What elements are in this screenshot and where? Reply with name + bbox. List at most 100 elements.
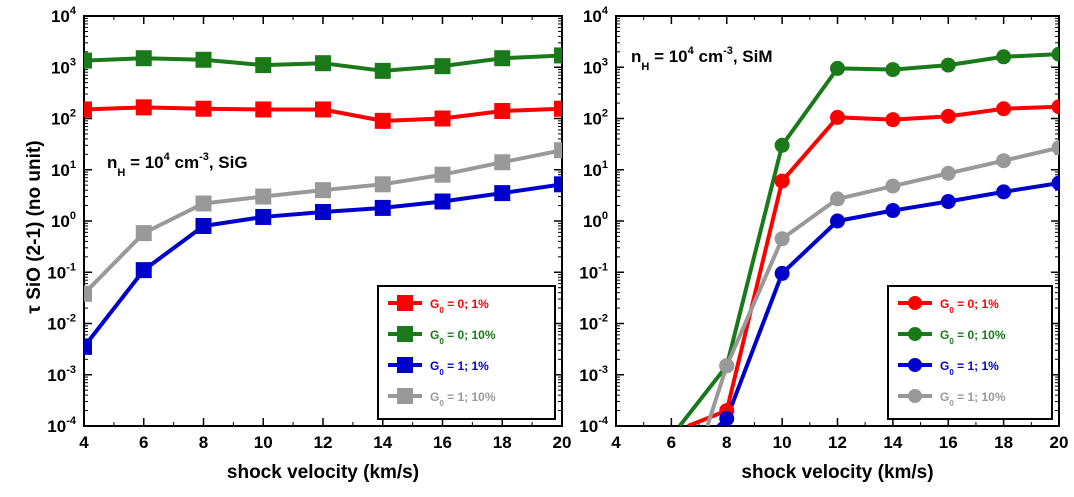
- y-tick-label: 10-3: [47, 364, 76, 385]
- data-point: [315, 55, 331, 72]
- x-tick-label: 6: [139, 433, 148, 452]
- data-point: [719, 411, 735, 426]
- y-axis-title: τ SiO (2-1) (no unit): [24, 140, 45, 313]
- legend-label: G0 = 0; 10%: [430, 328, 496, 346]
- data-point: [885, 203, 901, 219]
- x-tick-label: 14: [883, 433, 902, 452]
- x-axis-title: shock velocity (km/s): [227, 462, 419, 483]
- data-point: [195, 217, 212, 234]
- x-tick-label: 12: [828, 433, 847, 452]
- data-point: [315, 101, 331, 118]
- data-point: [135, 50, 152, 67]
- x-tick-label: 20: [553, 433, 572, 452]
- y-tick-label: 102: [51, 108, 76, 129]
- data-point: [830, 60, 845, 76]
- data-point: [135, 225, 152, 242]
- x-tick-label: 18: [994, 433, 1013, 452]
- data-point: [774, 173, 790, 189]
- data-point: [195, 100, 212, 117]
- x-axis-title: shock velocity (km/s): [741, 462, 933, 483]
- y-tick-label: 102: [583, 108, 608, 129]
- data-point: [374, 199, 391, 216]
- data-point: [255, 101, 272, 118]
- legend-label: G0 = 1; 10%: [940, 390, 1006, 408]
- data-point: [1051, 140, 1059, 156]
- legend-swatch-marker: [908, 327, 922, 341]
- data-point: [940, 194, 956, 210]
- data-point: [774, 137, 790, 153]
- data-point: [374, 112, 391, 129]
- legend: G0 = 0; 1% G0 = 0; 10% G0 = 1; 1% G0 = 1; 1…: [887, 285, 1053, 420]
- data-point: [434, 166, 451, 183]
- y-tick-label: 103: [583, 56, 608, 77]
- legend-label: G0 = 0; 1%: [940, 297, 999, 315]
- data-point: [885, 178, 901, 194]
- data-point: [996, 101, 1012, 117]
- data-layer: [678, 46, 1059, 426]
- data-point: [84, 285, 92, 302]
- y-tick-label: 10-1: [47, 261, 76, 282]
- x-tick-label: 10: [773, 433, 792, 452]
- data-point: [774, 231, 790, 247]
- data-point: [315, 182, 331, 199]
- y-tick-label: 100: [51, 210, 76, 231]
- density-annotation: nH = 104 cm-3, SiM: [631, 45, 773, 73]
- density-annotation: nH = 104 cm-3, SiG: [107, 151, 248, 179]
- series-line: [717, 181, 1059, 426]
- legend-swatch-marker: [908, 296, 922, 310]
- data-point: [719, 358, 735, 374]
- data-point: [434, 58, 451, 75]
- x-tick-label: 4: [611, 433, 621, 452]
- data-point: [830, 109, 845, 125]
- data-point: [996, 49, 1012, 65]
- series-line: [678, 52, 1059, 426]
- series-line: [705, 145, 1059, 426]
- y-tick-label: 104: [583, 5, 609, 26]
- data-point: [830, 213, 845, 229]
- data-point: [554, 142, 562, 159]
- legend-label: G0 = 1; 10%: [430, 390, 496, 408]
- data-point: [774, 265, 790, 281]
- data-point: [554, 100, 562, 117]
- data-point: [255, 188, 272, 205]
- data-point: [1051, 46, 1059, 62]
- legend: G0 = 0; 1% G0 = 0; 10% G0 = 1; 1% G0 = 1; 1…: [377, 285, 556, 420]
- legend-label: G0 = 1; 1%: [940, 359, 999, 377]
- data-point: [494, 50, 511, 67]
- data-point: [554, 176, 562, 193]
- series-line: [687, 104, 1059, 426]
- x-tick-label: 16: [433, 433, 452, 452]
- data-point: [195, 195, 212, 212]
- data-point: [255, 208, 272, 225]
- x-tick-label: 16: [939, 433, 958, 452]
- legend-swatch-marker: [397, 388, 413, 404]
- data-point: [494, 154, 511, 171]
- data-point: [494, 103, 511, 120]
- legend-label: G0 = 0; 1%: [430, 297, 489, 315]
- data-point: [1051, 99, 1059, 115]
- y-tick-label: 10-3: [579, 364, 608, 385]
- data-point: [885, 62, 901, 78]
- y-tick-label: 103: [51, 56, 76, 77]
- data-point: [434, 193, 451, 210]
- data-point: [996, 153, 1012, 169]
- data-point: [135, 262, 152, 279]
- data-point: [996, 184, 1012, 200]
- x-tick-label: 6: [667, 433, 676, 452]
- data-point: [940, 165, 956, 181]
- legend-swatch-marker: [908, 358, 922, 372]
- y-tick-label: 10-1: [579, 261, 608, 282]
- data-point: [84, 52, 92, 69]
- legend-label: G0 = 0; 10%: [940, 328, 1006, 346]
- right-panel: 4 6 8 10 12 14 16 18 20 10-4 10-3 10-2 10-1 100 101 102…: [579, 5, 1068, 483]
- data-point: [135, 99, 152, 116]
- data-point: [315, 203, 331, 220]
- y-tick-label: 101: [51, 159, 76, 180]
- x-tick-label: 14: [373, 433, 392, 452]
- x-tick-label: 8: [722, 433, 731, 452]
- data-layer: [84, 47, 562, 355]
- data-point: [940, 108, 956, 124]
- left-panel: 4 6 8 10 12 14 16 18 20 10-4 10-3 10-2 10-1 100 101 102…: [47, 5, 571, 483]
- data-point: [434, 110, 451, 127]
